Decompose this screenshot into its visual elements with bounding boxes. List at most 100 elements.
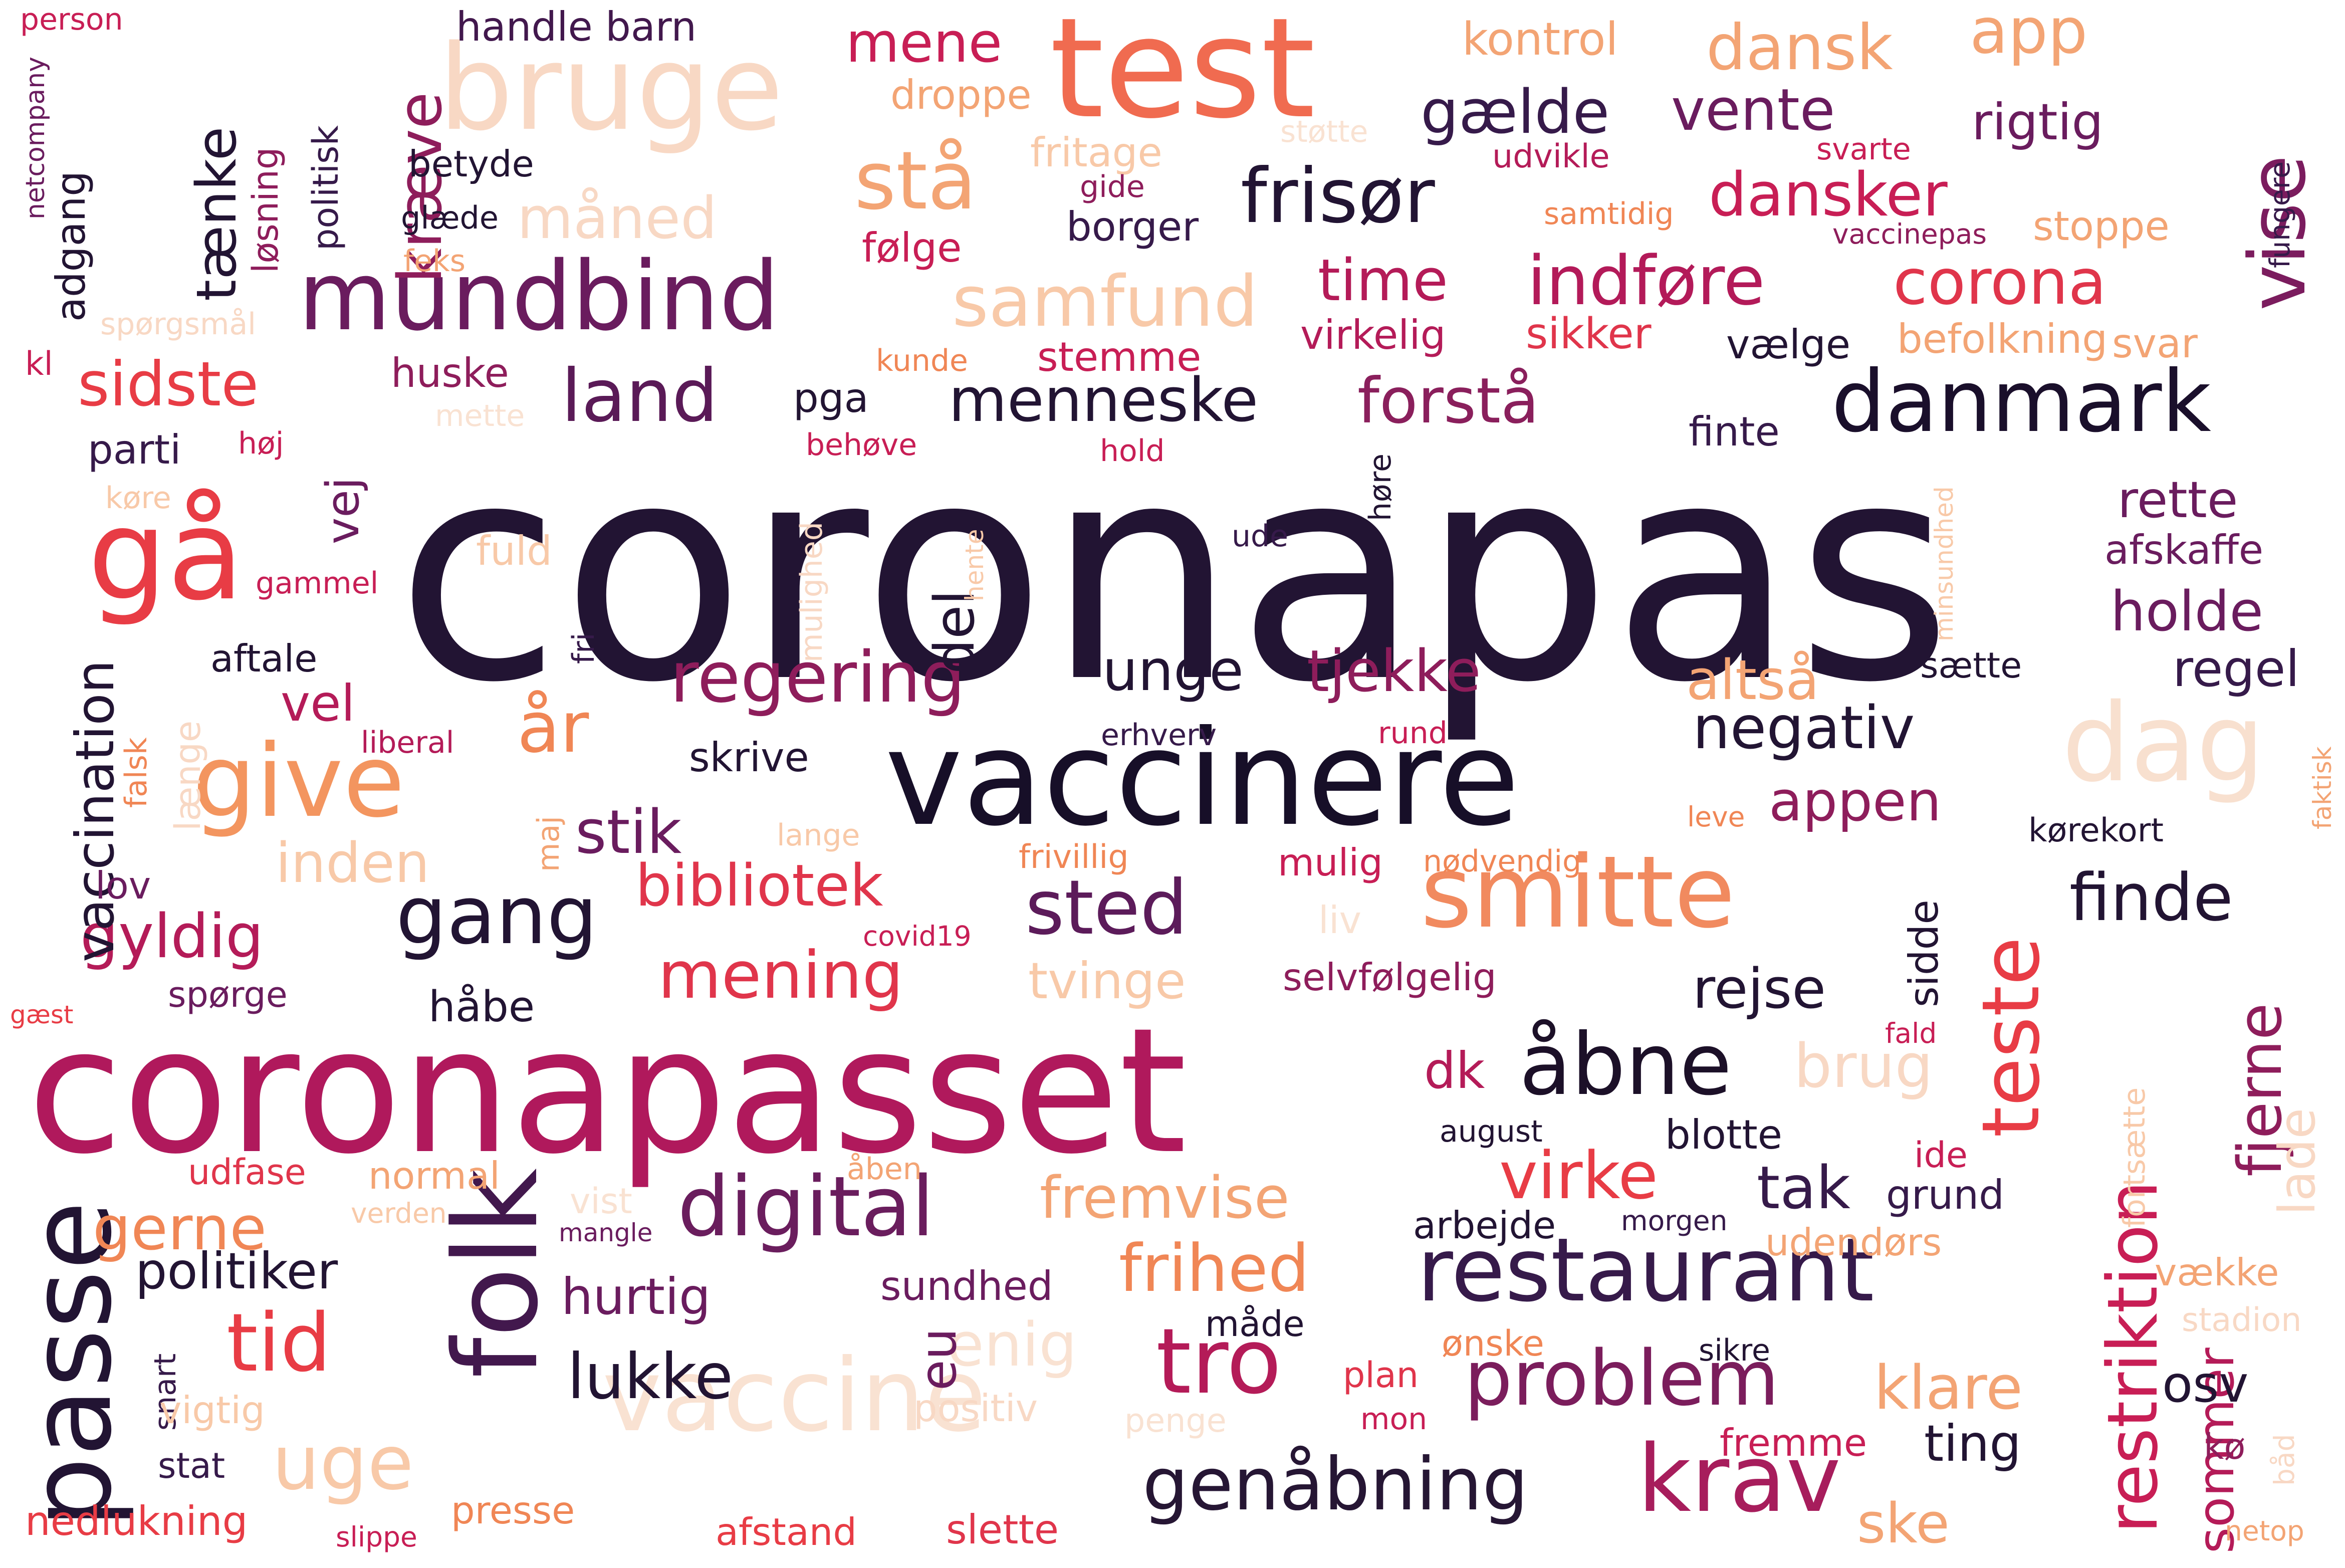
word-forsta: forstå	[1357, 365, 1539, 437]
word-hurtig: hurtig	[561, 1267, 711, 1326]
word-liv: liv	[1318, 898, 1362, 942]
word-sporge: spørge	[168, 974, 288, 1015]
word-smitte: smitte	[1421, 834, 1736, 950]
word-udvikle: udvikle	[1492, 138, 1610, 175]
word-mening: mening	[658, 937, 904, 1013]
word-plan: plan	[1343, 1355, 1419, 1396]
word-mangle: mangle	[559, 1218, 653, 1247]
word-gerne: gerne	[93, 1194, 267, 1264]
word-tvinge: tvinge	[1028, 952, 1186, 1010]
word-gammel: gammel	[256, 566, 379, 601]
word-vigtig: vigtig	[159, 1388, 265, 1432]
word-rund: rund	[1378, 716, 1448, 751]
word-sporgsmal: spørgsmål	[100, 307, 256, 342]
word-klare: klare	[1874, 1354, 2023, 1423]
word-samfund: samfund	[952, 261, 1258, 343]
word-bruge: bruge	[438, 20, 784, 157]
word-teste: teste	[1965, 937, 2057, 1138]
word-tid: tid	[226, 1296, 331, 1390]
word-presse: presse	[451, 1488, 575, 1532]
word-dansker: dansker	[1709, 160, 1948, 230]
word-handle-barn: handle barn	[456, 4, 697, 50]
word-rigtig: rigtig	[1972, 93, 2103, 151]
word-vist: vist	[570, 1181, 632, 1222]
word-enig: enig	[947, 1310, 1077, 1380]
word-fuld: fuld	[476, 528, 552, 574]
word-maj: maj	[531, 816, 566, 872]
word-behove: behøve	[806, 427, 917, 463]
word-stik: stik	[575, 798, 682, 867]
word-covid19: covid19	[863, 920, 972, 952]
word-politiker: politiker	[135, 1242, 338, 1300]
word-dk: dk	[1424, 1041, 1485, 1100]
word-vaccinepas: vaccinepas	[1832, 218, 1987, 250]
word-coronapasset: coronapasset	[28, 991, 1187, 1192]
word-person: person	[20, 2, 123, 37]
word-liberal: liberal	[361, 725, 454, 760]
word-indfore: indføre	[1527, 242, 1765, 320]
word-onske: ønske	[1442, 1323, 1544, 1364]
word-tjekke: tjekke	[1307, 638, 1481, 705]
word-mundbind: mundbind	[298, 241, 780, 352]
word-folge: følge	[862, 225, 962, 271]
word-slette: slette	[946, 1506, 1059, 1553]
word-glaede: glæde	[401, 199, 499, 236]
word-rejse: rejse	[1693, 957, 1826, 1021]
word-lange: lange	[777, 818, 860, 853]
word-arbejde: arbejde	[1413, 1203, 1556, 1247]
word-stotte: støtte	[1280, 114, 1368, 149]
word-gaelde: gælde	[1421, 78, 1610, 147]
word-verden: verden	[351, 1197, 447, 1229]
word-rette: rette	[2118, 471, 2238, 529]
word-inden: inden	[276, 831, 430, 895]
word-give: give	[192, 723, 405, 840]
word-grund: grund	[1886, 1172, 2004, 1218]
word-regel: regel	[2173, 639, 2300, 698]
word-tak: tak	[1757, 1153, 1850, 1222]
word-sidde: sidde	[1901, 900, 1947, 1007]
word-hente: hente	[960, 529, 989, 601]
word-nodvendig: nødvendig	[1423, 844, 1582, 879]
word-frisor: frisør	[1241, 153, 1435, 240]
word-mulighed: mulighed	[794, 522, 829, 662]
word-corona: corona	[1893, 246, 2107, 319]
word-hore: høre	[1363, 454, 1398, 521]
word-bibliotek: bibliotek	[635, 852, 883, 920]
word-test: test	[1050, 0, 1316, 149]
word-finte: finte	[1689, 408, 1780, 455]
word-mette: mette	[435, 398, 525, 433]
word-netop: netop	[2225, 1515, 2304, 1547]
word-vaccination: vaccination	[65, 659, 126, 962]
word-restaurant: restaurant	[1417, 1220, 1874, 1321]
word-afstand: afstand	[716, 1510, 857, 1554]
word-stadion: stadion	[2182, 1301, 2302, 1339]
word-udfase: udfase	[188, 1152, 306, 1193]
word-sted: sted	[1025, 864, 1188, 952]
word-virke: virke	[1499, 1138, 1659, 1214]
word-betyde: betyde	[408, 143, 534, 185]
word-eu: eu	[909, 1328, 968, 1391]
word-bad: båd	[2268, 1434, 2300, 1486]
word-selvfolgelig: selvfølgelig	[1283, 955, 1497, 999]
word-mulig: mulig	[1278, 840, 1383, 884]
word-fungere: fungere	[2264, 161, 2296, 268]
word-digital: digital	[677, 1159, 934, 1255]
word-danmark: danmark	[1831, 352, 2211, 452]
word-appen: appen	[1769, 769, 1942, 833]
word-korekort: kørekort	[2028, 812, 2164, 849]
word-leve: leve	[1687, 801, 1745, 833]
word-morgen: morgen	[1621, 1205, 1728, 1237]
word-stat: stat	[158, 1445, 225, 1486]
word-mon: mon	[1360, 1402, 1428, 1437]
word-sikre: sikre	[1699, 1333, 1770, 1368]
word-ga: gå	[88, 482, 244, 628]
word-adgang: adgang	[48, 170, 94, 322]
word-erhverv: erhverv	[1101, 718, 1217, 753]
word-afskaffe: afskaffe	[2104, 527, 2264, 573]
word-feks: feks	[403, 244, 466, 279]
word-land: land	[561, 354, 719, 438]
word-blotte: blotte	[1665, 1111, 1782, 1158]
word-droppe: droppe	[890, 72, 1032, 118]
word-hold: hold	[1100, 433, 1165, 469]
